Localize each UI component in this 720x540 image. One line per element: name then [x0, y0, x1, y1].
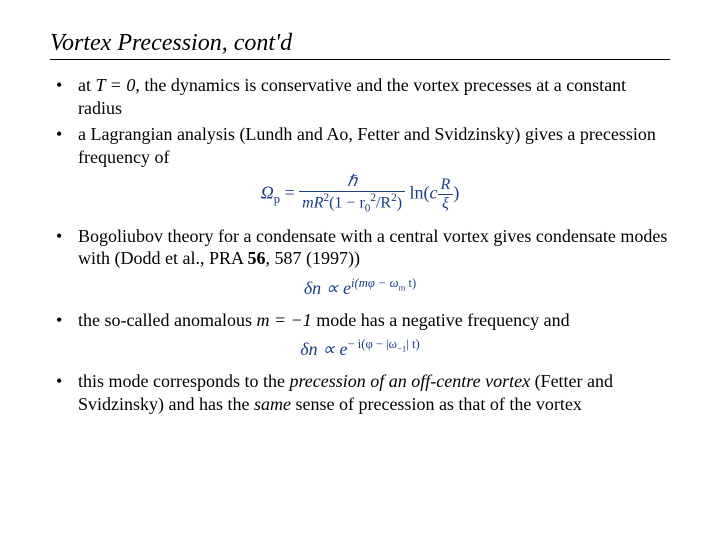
bullet-5-em1: precession of an off-centre vortex — [289, 371, 530, 391]
bullet-list: at T = 0, the dynamics is conservative a… — [50, 74, 670, 168]
f3-lhs: δn ∝ e — [300, 339, 347, 359]
bullet-5: this mode corresponds to the precession … — [50, 370, 670, 415]
bullet-list-4: this mode corresponds to the precession … — [50, 370, 670, 415]
slide-title: Vortex Precession, cont'd — [50, 30, 670, 60]
f1-frac: ℏmR2(1 − r02/R2) — [299, 174, 405, 215]
f1-ln: ln — [405, 182, 424, 202]
bullet-1-pre: at — [78, 75, 96, 95]
f2-exp-tail: t) — [405, 276, 416, 290]
bullet-4-post: mode has a negative frequency and — [312, 310, 570, 330]
f1-eq: = — [280, 182, 299, 202]
f1-num: ℏ — [347, 173, 357, 190]
formula-3: δn ∝ e− i(φ − |ω−1| t) — [50, 337, 670, 360]
f1-innernum: R — [438, 177, 454, 195]
f2-lhs: δn ∝ e — [304, 278, 351, 298]
bullet-3-pre: Bogoliubov theory for a condensate with … — [78, 226, 667, 269]
f2-exp: i(mφ − ω — [351, 276, 398, 290]
formula-2: δn ∝ ei(mφ − ωm t) — [50, 276, 670, 299]
f1-innerden: ξ — [438, 195, 454, 212]
bullet-2-text: a Lagrangian analysis (Lundh and Ao, Fet… — [78, 124, 656, 167]
f3-exp: − i(φ − |ω — [348, 337, 397, 351]
slide-container: Vortex Precession, cont'd at T = 0, the … — [0, 0, 720, 439]
f1-pr: ) — [453, 182, 459, 202]
bullet-1-var: T = 0 — [96, 75, 136, 95]
bullet-list-2: Bogoliubov theory for a condensate with … — [50, 225, 670, 270]
f1-den-b: (1 − r — [329, 194, 365, 211]
f1-den-d: ) — [397, 194, 402, 211]
f1-den-a: mR — [302, 194, 323, 211]
f1-den-c: /R — [376, 194, 391, 211]
bullet-3-vol: 56 — [248, 248, 266, 268]
bullet-5-post: sense of precession as that of the vorte… — [291, 394, 582, 414]
formula-1: Ωp = ℏmR2(1 − r02/R2) ln(cRξ) — [50, 174, 670, 215]
bullet-list-3: the so-called anomalous m = −1 mode has … — [50, 309, 670, 332]
bullet-4-pre: the so-called anomalous — [78, 310, 256, 330]
bullet-3: Bogoliubov theory for a condensate with … — [50, 225, 670, 270]
bullet-1-post: , the dynamics is conservative and the v… — [78, 75, 626, 118]
bullet-5-pre: this mode corresponds to the — [78, 371, 289, 391]
f3-exp-tail: | t) — [406, 337, 419, 351]
f3-exp-sub: −1 — [397, 344, 406, 354]
bullet-3-post: , 587 (1997)) — [266, 248, 360, 268]
bullet-2: a Lagrangian analysis (Lundh and Ao, Fet… — [50, 123, 670, 168]
bullet-4-mid: m = −1 — [256, 310, 311, 330]
f1-lhs: Ω — [261, 182, 274, 202]
f1-inner-frac: Rξ — [438, 177, 454, 212]
bullet-1: at T = 0, the dynamics is conservative a… — [50, 74, 670, 119]
f1-c: c — [430, 182, 438, 202]
bullet-5-em2: same — [254, 394, 291, 414]
bullet-4: the so-called anomalous m = −1 mode has … — [50, 309, 670, 332]
